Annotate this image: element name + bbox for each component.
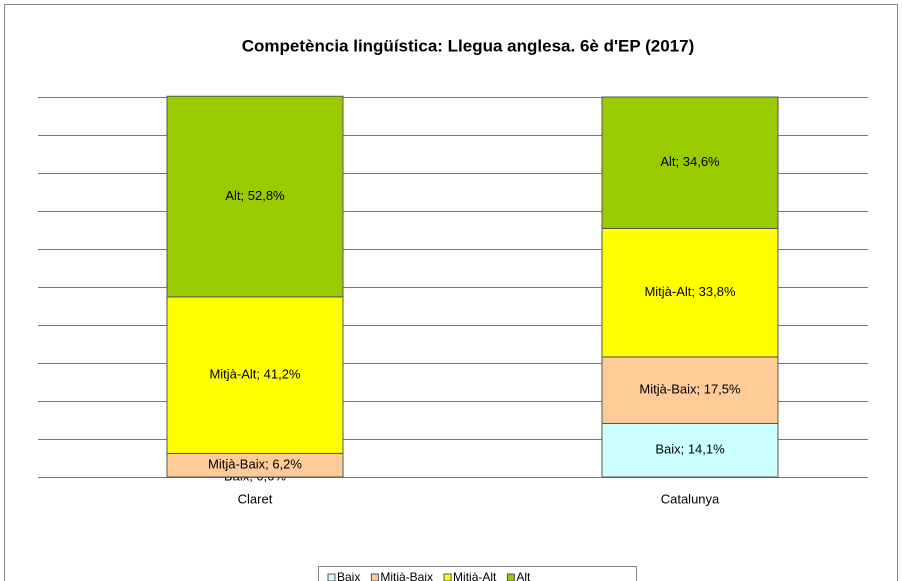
data-label: Mitjà-Baix; 6,2% (208, 457, 302, 472)
data-label: Mitjà-Alt; 41,2% (209, 367, 300, 382)
data-label: Mitjà-Baix; 17,5% (639, 382, 741, 397)
data-label: Alt; 34,6% (660, 154, 720, 169)
bar-segment (166, 296, 344, 454)
bar-segment (601, 356, 779, 424)
legend-label: Baix (337, 570, 360, 581)
legend-label: Mitjà-Baix (380, 570, 433, 581)
legend-label: Alt (516, 570, 531, 581)
legend-swatch (327, 573, 336, 581)
legend-swatch (443, 573, 452, 581)
bar-segment (601, 422, 779, 478)
bar-segment (601, 96, 779, 229)
bar-segment (166, 95, 344, 298)
data-label: Alt; 52,8% (225, 188, 285, 203)
legend-swatch (506, 573, 515, 581)
chart-title: Competència lingüística: Llegua anglesa.… (242, 36, 694, 55)
data-label: Baix; 14,1% (655, 442, 725, 457)
data-label: Mitjà-Alt; 33,8% (644, 284, 735, 299)
bar-segment (601, 227, 779, 358)
legend-label: Mitjà-Alt (453, 570, 497, 581)
x-tick-label: Catalunya (661, 491, 720, 506)
legend-swatch (370, 573, 379, 581)
legend-box (318, 566, 637, 581)
x-tick-label: Claret (238, 491, 273, 506)
